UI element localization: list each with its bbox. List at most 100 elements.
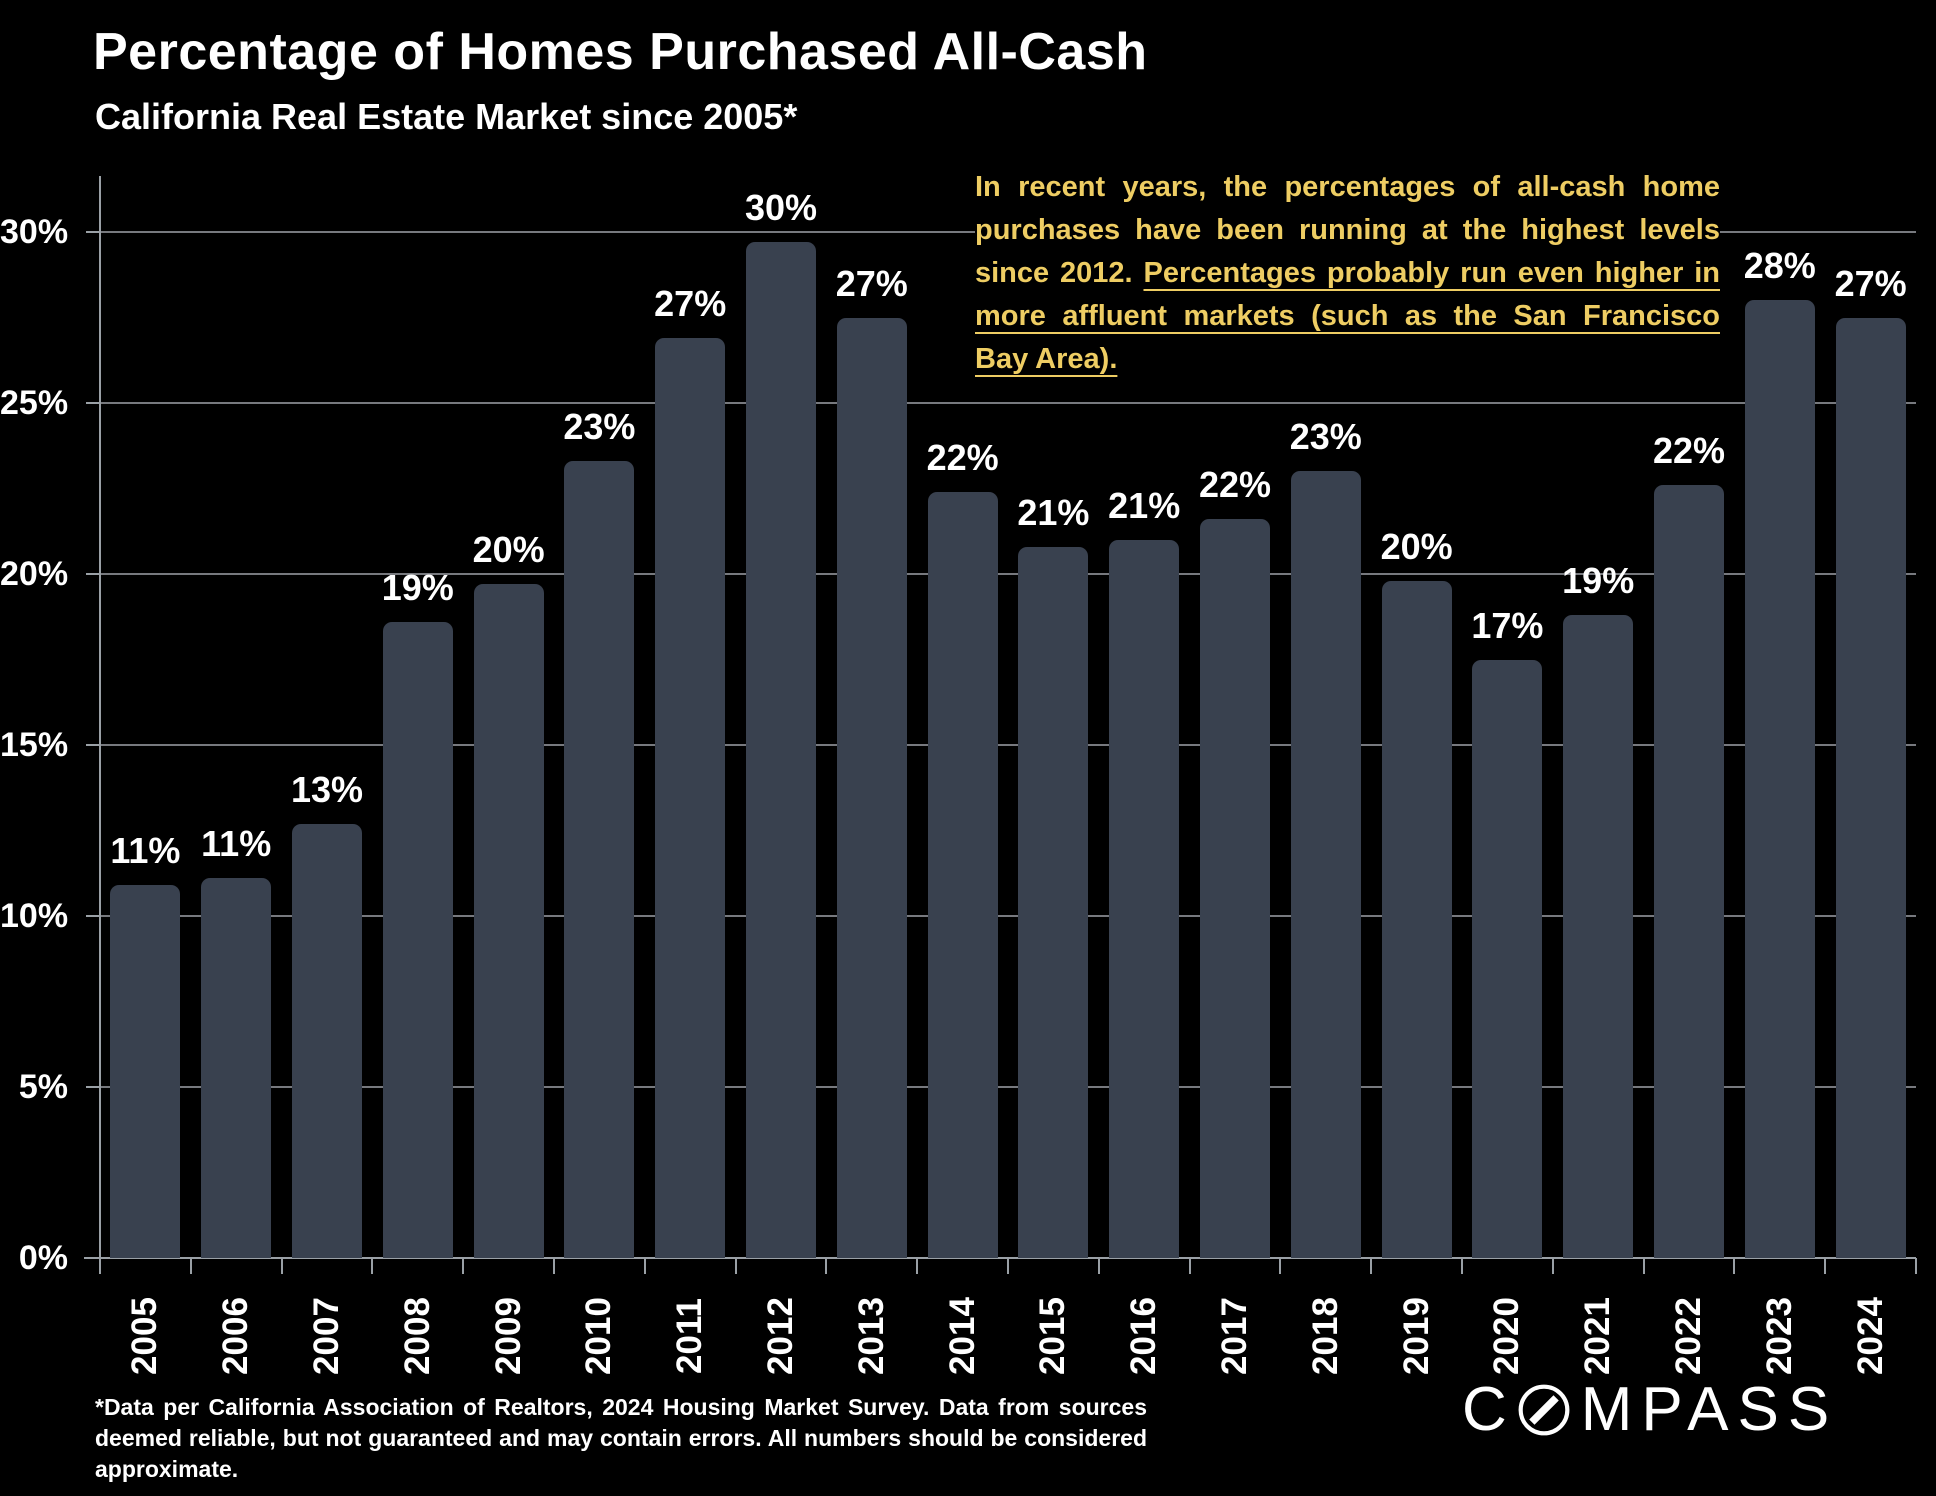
bar [1835,317,1906,1258]
bar [927,491,998,1258]
gridline [100,1086,1916,1088]
bar-value-label: 22% [1198,464,1272,506]
x-axis-label: 2006 [216,1297,256,1375]
annotation-text-underlined: Percentages probably run even higher in … [975,257,1720,375]
x-axis-label: 2005 [125,1297,165,1375]
annotation-callout: In recent years, the percentages of all-… [975,166,1720,381]
gridline [100,402,1916,404]
y-axis-tick [86,744,100,746]
x-axis-line [84,1257,1916,1259]
x-axis-label: 2024 [1850,1297,1890,1375]
bar [1654,485,1724,1258]
annotation-text: In recent years, the percentages of all-… [975,171,1720,289]
bar-value-label: 13% [290,768,364,810]
bar [746,242,816,1258]
y-axis-tick [86,915,100,917]
x-axis-label: 2018 [1305,1297,1345,1375]
gridline [100,744,1916,746]
x-axis-tick [1370,1258,1373,1274]
bar [836,317,907,1258]
x-axis-label: 2019 [1396,1297,1436,1375]
x-axis-tick [1642,1258,1645,1274]
x-axis-tick [643,1258,646,1274]
bar-value-label: 22% [1652,430,1726,472]
x-axis-label: 2011 [670,1298,710,1374]
compass-logo: C MPASS [1462,1379,1838,1441]
bar-value-label: 30% [744,187,818,229]
x-axis-label: 2020 [1487,1297,1527,1375]
x-axis-label: 2023 [1759,1297,1799,1375]
x-axis-tick [1007,1258,1009,1274]
x-axis-tick [734,1258,737,1274]
bar [1290,471,1361,1258]
x-axis-label: 2007 [307,1297,346,1375]
bar [655,338,726,1258]
x-axis-label: 2013 [851,1297,891,1375]
gridline [100,573,1916,575]
x-axis-label: 2022 [1669,1297,1708,1375]
bar-value-label: 23% [1289,416,1362,458]
x-axis-label: 2015 [1033,1297,1073,1375]
bar [1472,659,1543,1258]
y-axis-tick [86,231,100,233]
bar [292,823,362,1258]
x-axis-tick [1461,1258,1463,1274]
x-axis-tick [1551,1258,1554,1274]
x-axis-label: 2010 [579,1297,619,1375]
page-subtitle: California Real Estate Market since 2005… [95,96,798,137]
x-axis-tick [99,1258,101,1274]
x-axis-tick [1733,1258,1736,1274]
x-axis-tick [1915,1258,1917,1274]
bar-value-label: 20% [1380,525,1453,567]
x-axis-tick [825,1258,828,1274]
footnote-text: *Data per California Association of Real… [95,1394,1147,1482]
y-axis-label: 15% [0,726,69,764]
y-axis-label: 20% [0,555,69,593]
bar [1563,615,1634,1258]
x-axis-label: 2014 [942,1297,982,1375]
bar-value-label: 19% [1562,560,1635,602]
bar-value-label: 11% [110,830,181,872]
x-axis-tick [462,1258,465,1274]
bar-value-label: 27% [1834,262,1907,304]
bar-value-label: 21% [1017,491,1090,533]
x-axis-tick [916,1258,919,1274]
bar [1200,519,1270,1258]
bar [1381,580,1452,1258]
x-axis-label: 2008 [397,1297,437,1375]
bar [110,885,181,1258]
bar-value-label: 23% [563,406,636,448]
x-axis-label: 2012 [761,1297,800,1375]
bar-value-label: 27% [835,262,908,304]
bar [201,878,272,1258]
bar [1018,546,1089,1258]
bar-value-label: 21% [1108,484,1181,526]
bar-value-label: 20% [472,529,545,571]
y-axis-tick [86,1086,100,1088]
x-axis-label: 2017 [1215,1297,1254,1375]
y-axis-label: 10% [0,897,69,935]
y-axis-tick [86,402,100,404]
bar [1744,300,1815,1258]
bar-value-label: 27% [654,283,727,325]
y-axis-tick [86,1257,100,1259]
x-axis-tick [189,1258,192,1274]
bar-value-label: 19% [381,566,454,608]
y-axis-label: 30% [0,213,69,251]
bar-value-label: 11% [201,823,272,865]
logo-letters-mpass: MPASS [1580,1375,1839,1444]
x-axis-tick [553,1258,555,1274]
x-axis-label: 2021 [1578,1297,1618,1375]
logo-letter-c: C [1462,1375,1516,1444]
x-axis-tick [371,1258,374,1274]
x-axis-tick [280,1258,283,1274]
y-axis-line [99,176,101,1260]
bar-value-label: 28% [1743,245,1816,287]
x-axis-tick [1824,1258,1827,1274]
x-axis-tick [1097,1258,1100,1274]
x-axis-label: 2016 [1124,1297,1164,1375]
bar [1109,539,1180,1258]
y-axis-tick [86,573,100,575]
x-axis-tick [1279,1258,1282,1274]
